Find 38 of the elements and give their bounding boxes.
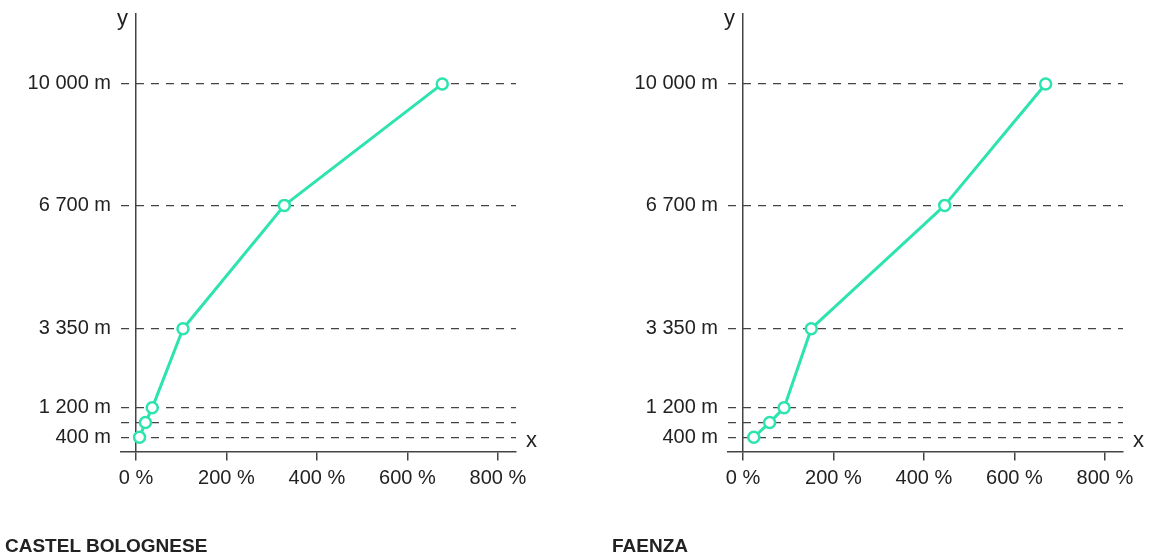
x-tick-label: 400 % — [288, 465, 346, 488]
point — [277, 198, 292, 213]
y-tick-label: 10 000 m — [634, 71, 718, 94]
x-tick-label: 600 % — [379, 465, 436, 488]
point — [762, 415, 777, 430]
y-axis-title: y — [723, 5, 735, 31]
x-tick-label: 200 % — [198, 465, 255, 488]
point — [804, 321, 818, 336]
y-tick-label: 400 m — [55, 424, 111, 447]
x-tick-label: 0 % — [118, 465, 154, 488]
x-tick-label: 400 % — [895, 465, 953, 488]
y-tick-label: 6 700 m — [645, 192, 718, 215]
y-tick-label: 6 700 m — [38, 192, 111, 215]
x-tick-label: 800 % — [1076, 465, 1134, 488]
x-tick-label: 800 % — [469, 465, 527, 488]
point — [138, 415, 153, 430]
x-axis-title: x — [526, 427, 537, 453]
y-tick-label: 3 350 m — [38, 316, 111, 339]
y-tick-label: 3 350 m — [645, 316, 718, 339]
x-tick-label: 600 % — [986, 465, 1043, 488]
point — [145, 401, 159, 415]
y-tick-label: 1 200 m — [645, 395, 718, 418]
x-tick-label: 200 % — [805, 465, 862, 488]
y-tick-label: 10 000 m — [27, 71, 111, 94]
x-tick-label: 0 % — [725, 465, 761, 488]
text: FAENZA — [612, 535, 689, 556]
point — [435, 77, 449, 91]
point — [132, 430, 147, 445]
point — [937, 198, 952, 213]
point — [176, 321, 190, 336]
point — [747, 430, 761, 445]
x-axis-title: x — [1133, 427, 1144, 453]
y-axis-title: y — [116, 5, 128, 31]
text: CASTEL BOLOGNESE — [5, 535, 208, 556]
y-tick-label: 1 200 m — [38, 395, 111, 418]
point — [1038, 77, 1053, 91]
point — [777, 401, 791, 415]
y-tick-label: 400 m — [662, 424, 718, 447]
